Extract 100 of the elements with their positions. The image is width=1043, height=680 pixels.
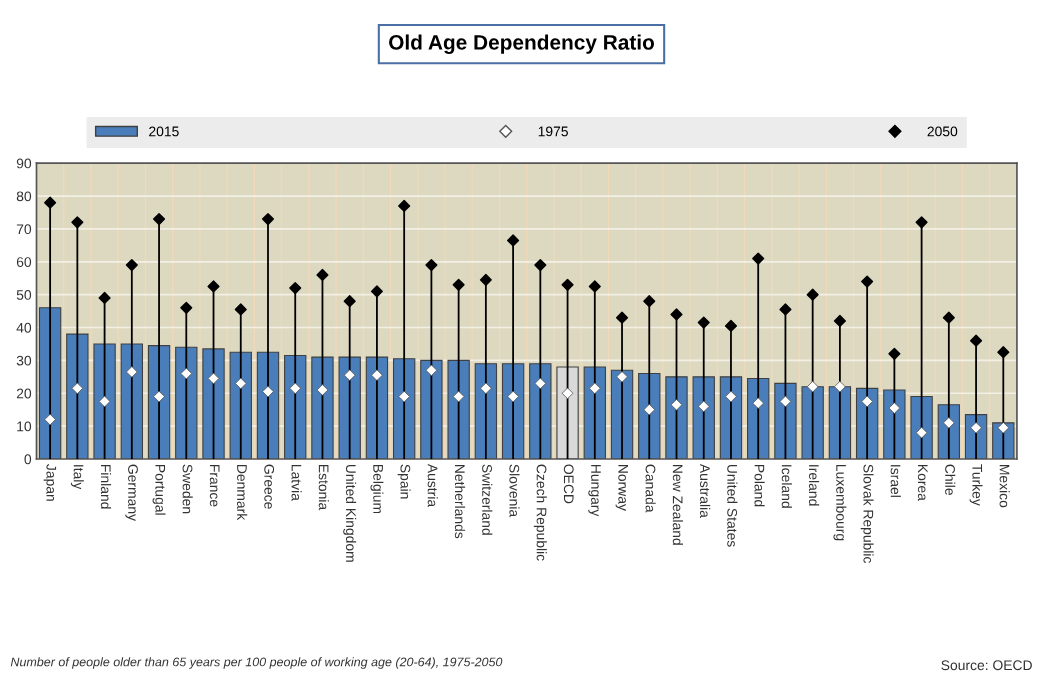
point [534,259,547,272]
x-tick-label: Israel [890,465,901,497]
point [44,196,57,209]
point [398,199,411,213]
point [234,303,247,316]
x-tick-label: Canada [645,464,656,513]
x-tick-label: Germany [125,464,138,521]
x-tick-label: Switzerland [482,464,493,535]
x-tick-label: OECD [563,464,574,504]
point [561,278,574,291]
point [98,291,111,305]
source-note: Source: OECD [941,660,1032,671]
chart-title: Old Age Dependency Ratio [389,34,655,54]
x-tick-label: Spain [397,464,411,499]
bar [556,366,579,459]
bar [910,395,933,459]
point [888,347,901,360]
x-tick-label: Korea [917,465,928,501]
x-tick-label: Denmark [237,465,248,521]
x-tick-label: Mexico [999,465,1010,508]
bar [474,363,498,459]
point [670,308,683,321]
point [289,282,302,295]
point [779,303,792,316]
x-tick-label: New Zealand [672,465,683,545]
point [643,295,656,308]
bar [66,333,89,459]
x-tick-label: Luxembourg [833,465,847,541]
x-tick-label: Italy [70,465,84,490]
point [833,314,846,328]
point [588,280,601,293]
point [861,275,874,288]
y-tick-label: 60 [16,257,32,267]
text: Number of people older than 65 years per 100 people of working age (20-64), 1975-2050 [10,657,503,669]
legend-label: 2015 [149,126,179,137]
point [724,319,738,332]
x-tick-label: Chile [945,464,956,495]
x-tick-label: Czech Republic [533,464,547,561]
point [942,311,955,324]
y-tick-label: 80 [16,191,32,202]
legend-label: 1975 [538,126,568,137]
x-tick-label: Portugal [152,465,166,515]
point [425,259,438,272]
point [316,268,329,282]
point [479,273,492,286]
x-tick-label: Turkey [969,464,983,506]
x-tick-label: Belgium [370,465,384,514]
x-tick-label: Austria [427,463,438,508]
legend-label: 2050 [927,126,958,137]
y-tick-label: 90 [16,158,32,169]
point [697,316,710,329]
bar [256,351,280,459]
y-tick-label: 10 [17,421,32,432]
bar [202,348,225,459]
x-tick-label: Australia [700,463,711,518]
bar [147,345,171,459]
point [615,311,629,324]
y-tick-label: 70 [16,224,32,235]
point [997,346,1010,359]
bar [392,358,416,459]
x-tick-label: Slovenia [509,464,520,518]
point [125,259,138,272]
y-tick-label: 40 [16,322,32,333]
x-tick-label: Poland [754,465,765,507]
x-tick-label: Norway [615,465,628,511]
y-tick-label: 30 [16,355,32,366]
point [752,252,765,265]
x-tick-label: Ireland [808,465,820,506]
x-tick-label: Japan [43,464,57,501]
point [152,212,166,226]
x-tick-label: France [209,465,220,507]
point [180,301,193,314]
bar [311,356,334,459]
bar [774,382,797,459]
bar [93,343,116,459]
point [71,216,84,229]
x-tick-label: Iceland [781,465,792,508]
x-tick-label: Latvia [291,465,302,501]
x-tick-label: Sweden [182,464,193,514]
point [261,212,275,226]
point [370,285,384,298]
x-tick-label: Hungary [588,465,601,517]
point [343,295,356,308]
point [969,334,983,347]
point [915,216,928,229]
x-tick-label: Slovak Republic [860,464,874,564]
x-tick-label: Finland [100,465,112,509]
bar [501,363,525,459]
y-tick-label: 20 [16,388,32,399]
x-tick-label: Netherlands [454,465,466,539]
x-tick-label: United Kingdom [343,464,357,562]
y-tick-label: 50 [16,290,32,300]
point [507,234,520,247]
point [452,278,465,291]
x-tick-label: Estonia [318,465,329,511]
x-tick-label: United States [727,464,738,547]
y-tick-label: 0 [24,454,32,465]
point [806,288,819,301]
bar [38,307,62,459]
x-tick-label: Greece [264,464,275,509]
